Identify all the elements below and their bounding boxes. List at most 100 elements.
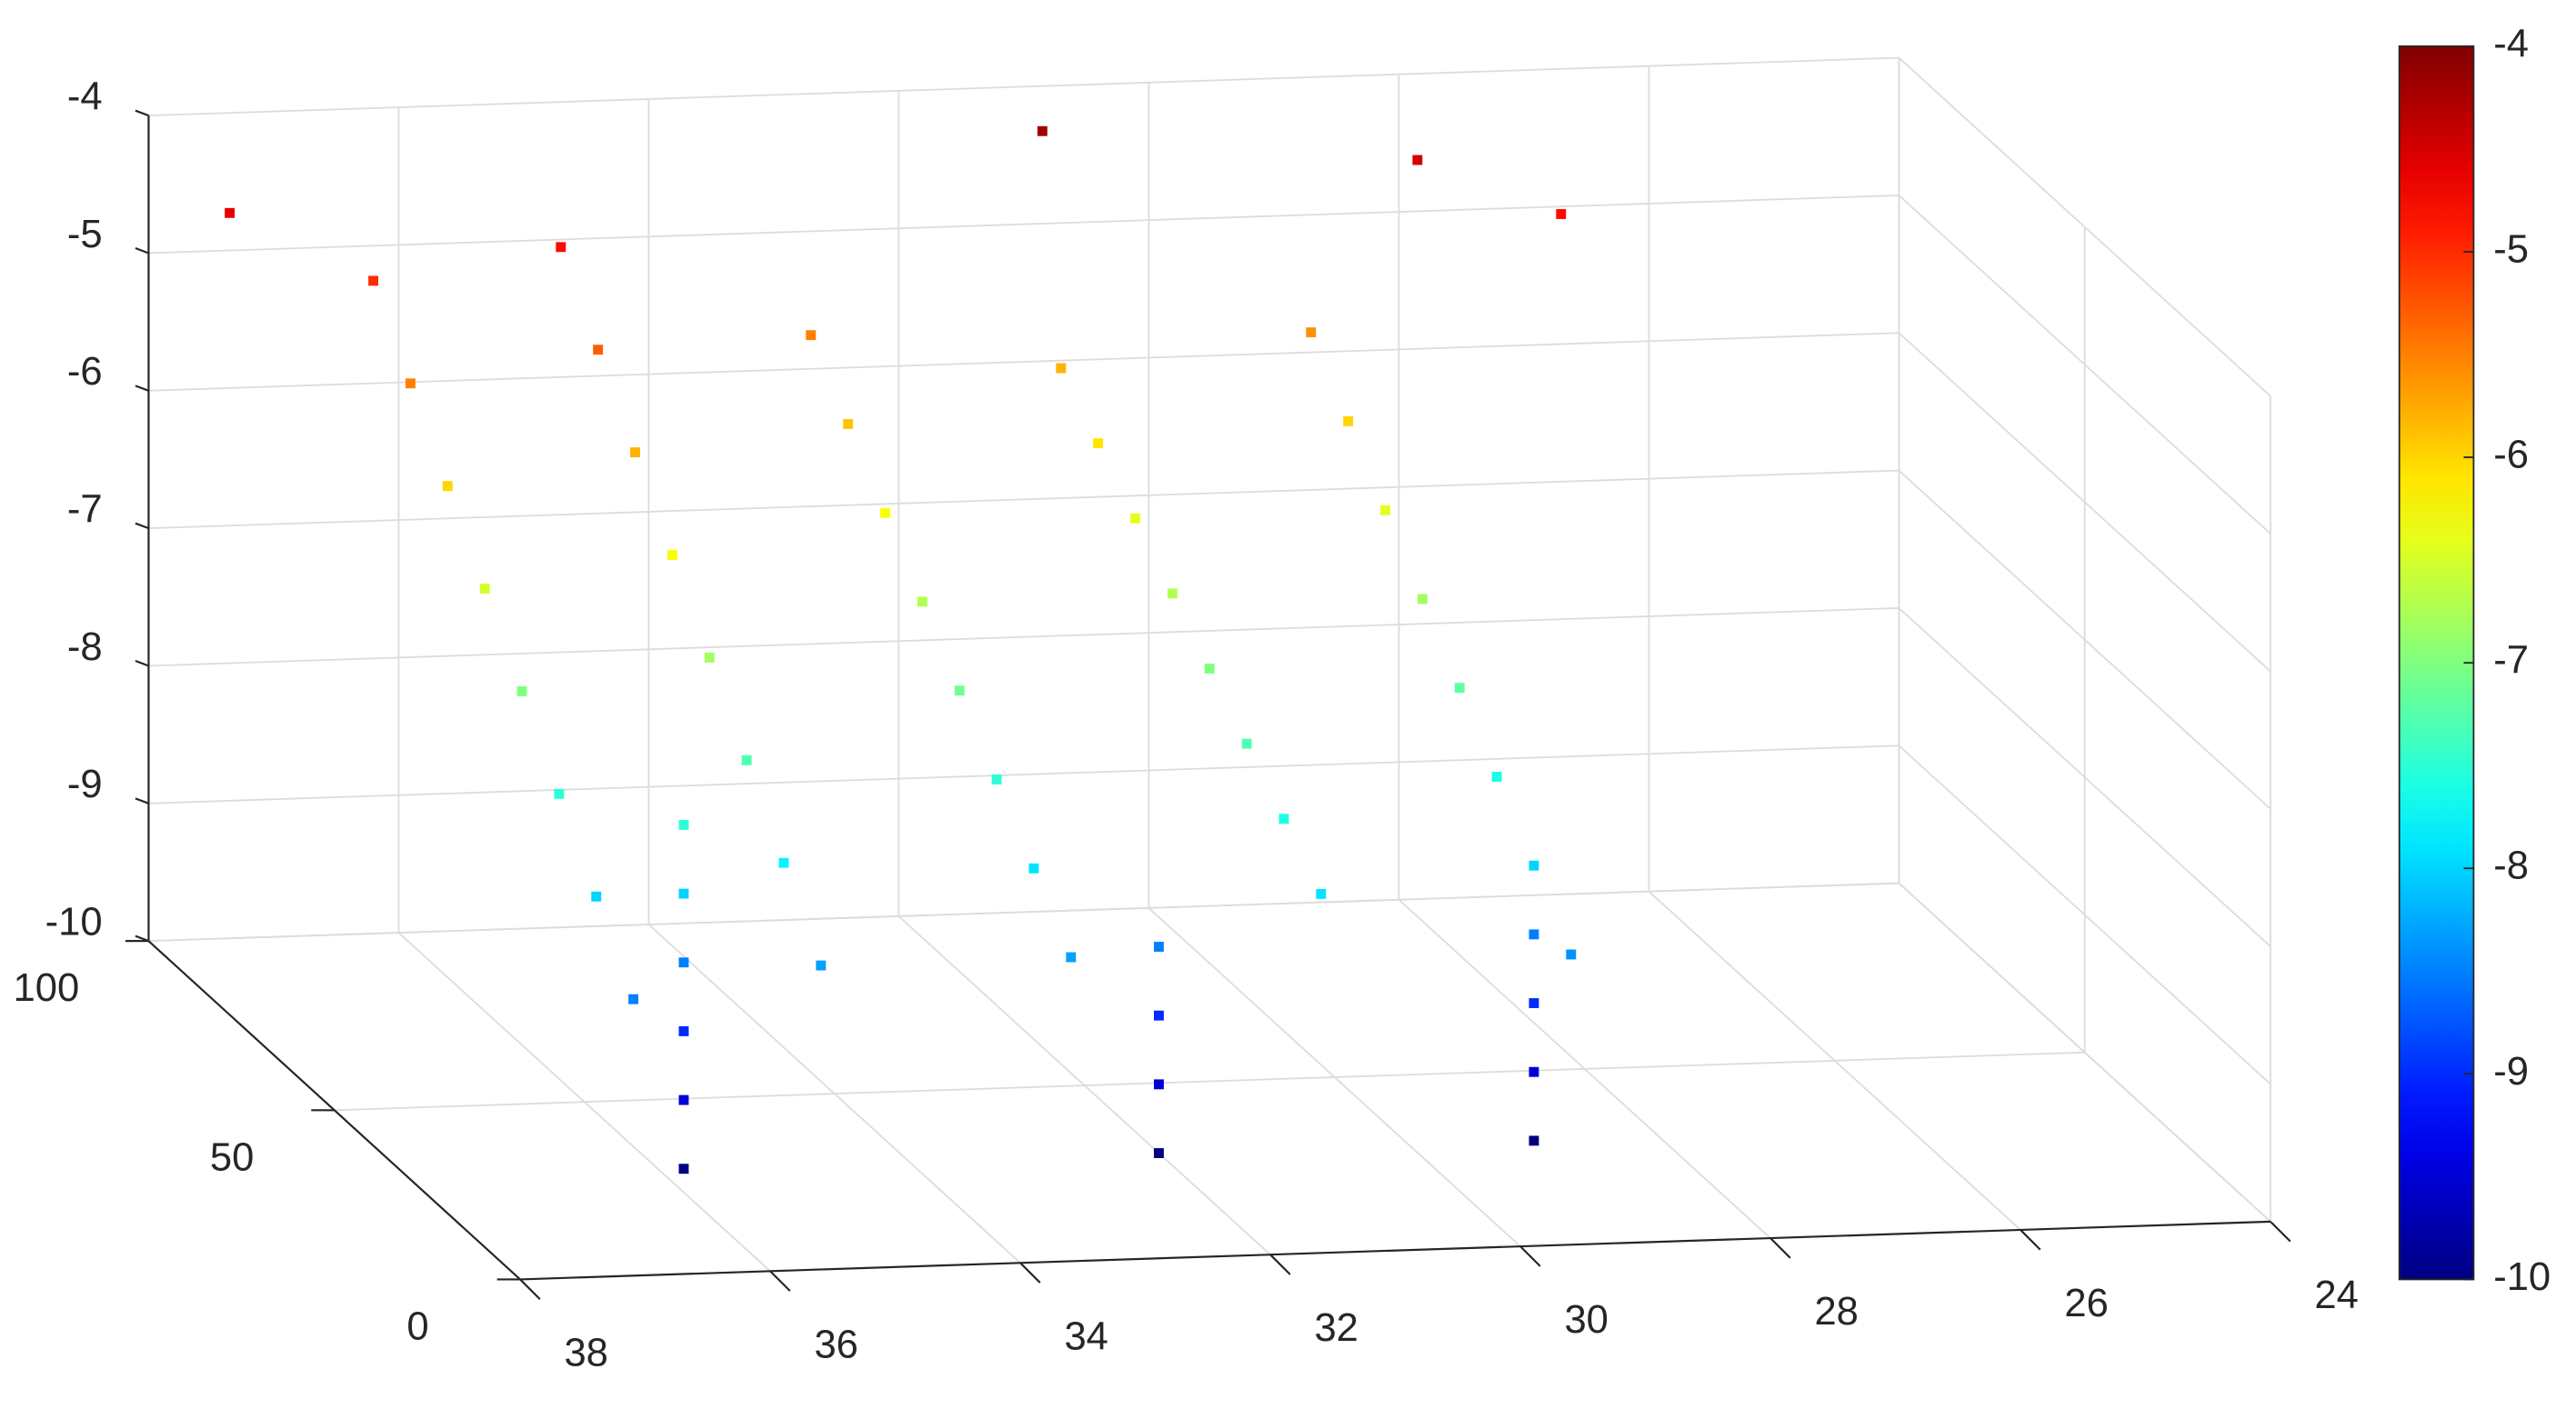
grid-line (148, 469, 1899, 530)
point (991, 774, 1002, 784)
point (554, 788, 565, 799)
grid-line (148, 332, 1899, 392)
y-tick-label: 100 (13, 966, 79, 1010)
point (917, 596, 927, 607)
z-tick (135, 109, 149, 117)
point (667, 550, 677, 560)
point (678, 819, 689, 830)
point (479, 584, 490, 595)
z-tick-label: -7 (67, 487, 103, 531)
z-tick-label: -4 (67, 75, 103, 118)
x-tick (769, 1270, 791, 1292)
z-tick (135, 934, 149, 943)
point (1066, 952, 1077, 963)
colorbar-tick-label: -10 (2493, 1255, 2551, 1299)
y-tick-label: 50 (210, 1135, 254, 1179)
z-tick-label: -5 (67, 213, 103, 256)
point (1566, 949, 1577, 960)
point (591, 891, 602, 902)
x-tick-label: 24 (2314, 1274, 2358, 1317)
point (1154, 1010, 1164, 1021)
z-tick (135, 385, 149, 392)
colorbar-tick-label: -8 (2493, 844, 2529, 888)
point (816, 960, 827, 971)
x-tick (1519, 1245, 1541, 1267)
x-tick-label: 32 (1314, 1306, 1358, 1350)
x-tick-label: 36 (814, 1323, 857, 1366)
grid-line (334, 1051, 2085, 1112)
z-tick-label: -9 (67, 763, 103, 806)
point (1380, 505, 1390, 515)
z-tick (135, 522, 149, 530)
grid-line (148, 194, 1899, 255)
point (1529, 1135, 1539, 1146)
point (1556, 209, 1567, 219)
grid-line (1898, 332, 2271, 673)
point (1316, 888, 1327, 899)
z-tick (135, 797, 149, 804)
grid-line (1898, 56, 2271, 397)
x-tick (519, 1278, 541, 1300)
point (880, 507, 890, 518)
z-tick-label: -6 (67, 350, 103, 394)
point (778, 857, 789, 868)
point (1417, 594, 1428, 605)
grid-line (148, 744, 1899, 804)
point (225, 207, 236, 218)
point (516, 686, 527, 696)
colorbar (2398, 45, 2475, 1281)
x-tick-label: 28 (1814, 1290, 1858, 1334)
point (954, 685, 965, 696)
point (1278, 814, 1289, 824)
y-tick-label: 0 (406, 1304, 428, 1348)
point (1529, 860, 1539, 871)
colorbar-tick-label: -7 (2493, 639, 2529, 683)
point (1154, 942, 1164, 952)
point (678, 1025, 689, 1036)
grid-line (148, 607, 1899, 667)
x-tick (1269, 1254, 1291, 1275)
x-tick (1769, 1237, 1791, 1259)
point (1130, 513, 1140, 524)
point (741, 754, 752, 765)
point (1154, 1148, 1164, 1158)
point (593, 345, 604, 355)
point (556, 242, 566, 253)
point (678, 888, 689, 899)
x-tick-label: 26 (2064, 1282, 2108, 1325)
colorbar-tick-label: -9 (2493, 1050, 2529, 1094)
grid-line (1898, 195, 2271, 535)
grid-line (148, 56, 1899, 117)
grid-line (148, 882, 1899, 943)
point (1529, 1066, 1539, 1077)
point (628, 994, 639, 1004)
point (1491, 772, 1502, 782)
point (1093, 438, 1104, 449)
point (1167, 588, 1178, 599)
point (1306, 327, 1317, 338)
z-tick (135, 660, 149, 667)
grid-line (1898, 469, 2271, 810)
x-tick-label: 38 (564, 1331, 607, 1374)
point (843, 418, 854, 429)
z-tick (135, 246, 149, 255)
point (1529, 929, 1539, 940)
point (1454, 683, 1465, 694)
point (1343, 415, 1354, 426)
x-tick (2020, 1229, 2041, 1251)
point (368, 275, 378, 286)
point (1037, 125, 1047, 136)
point (678, 1164, 689, 1174)
grid-line (1898, 607, 2271, 947)
point (1529, 998, 1539, 1008)
point (1241, 738, 1252, 749)
grid-line (1898, 744, 2271, 1085)
x-axis (520, 1220, 2271, 1281)
point (442, 481, 453, 492)
point (630, 447, 640, 458)
colorbar-tick-label: -4 (2493, 22, 2529, 65)
colorbar-tick-label: -6 (2493, 434, 2529, 477)
point (1412, 155, 1423, 165)
